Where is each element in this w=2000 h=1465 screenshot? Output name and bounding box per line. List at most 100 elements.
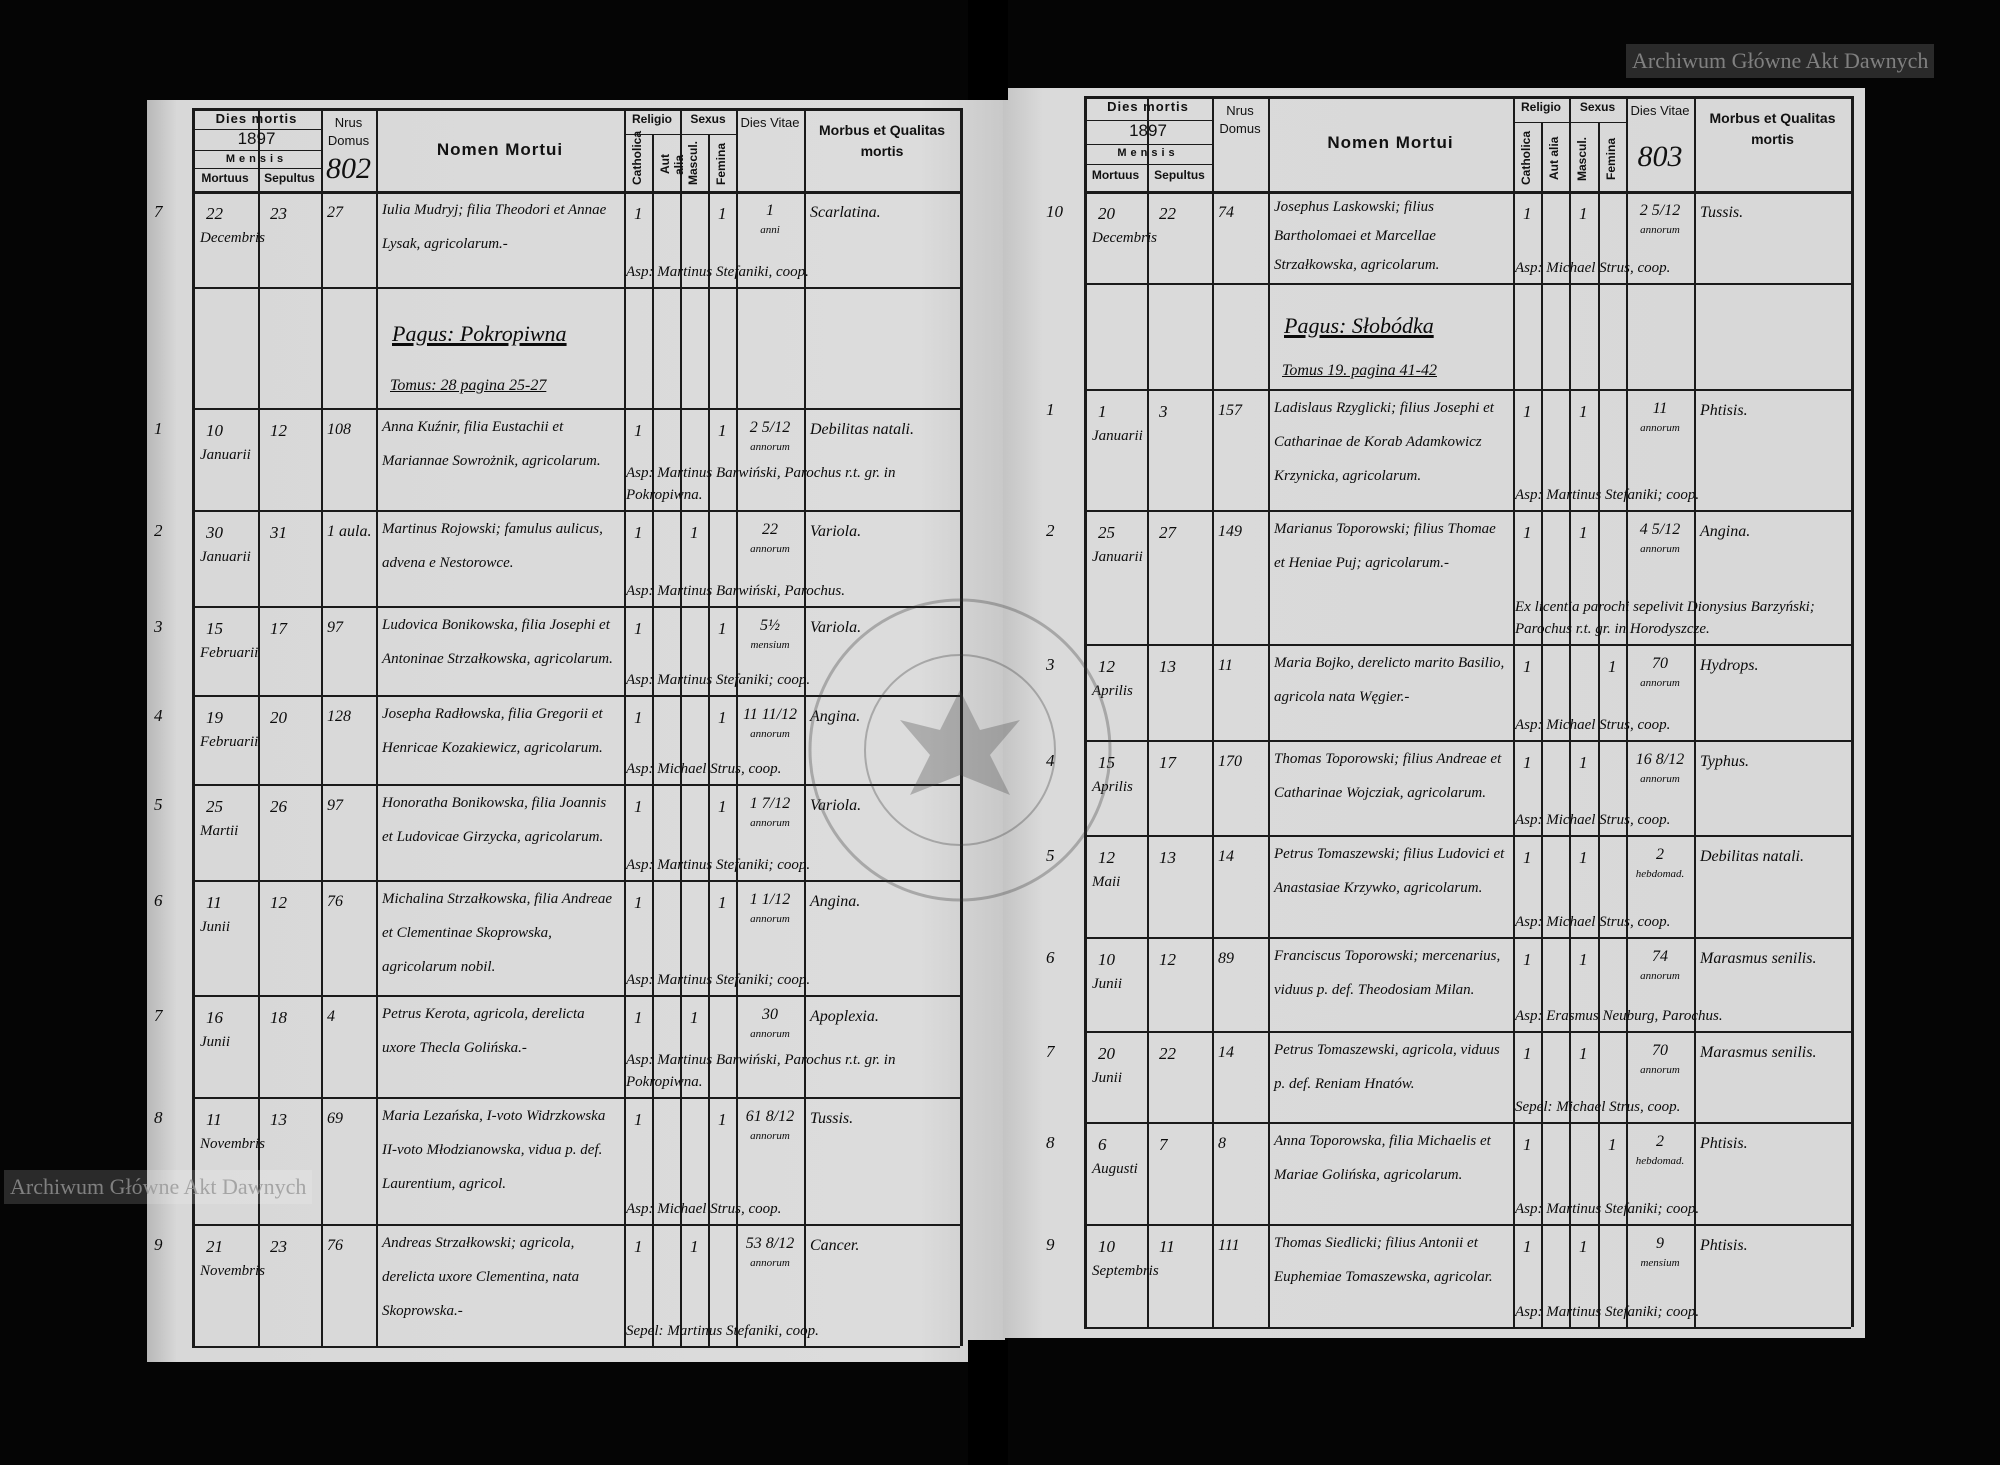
entry-age-unit: annorum: [1640, 677, 1680, 689]
entry-month: Maii: [1092, 874, 1121, 890]
left-column-line: [736, 108, 738, 1346]
entry-age-unit: annorum: [1640, 1064, 1680, 1076]
entry-age-unit: anni: [760, 224, 780, 236]
entry-sepultus-day: 12: [1159, 950, 1176, 969]
entry-row-number: 8: [1046, 1133, 1055, 1152]
left-row-line: [192, 510, 960, 512]
entry-domus: 128: [327, 708, 351, 725]
entry-sex-mark: 1: [690, 1008, 699, 1027]
right-row-line: [1084, 1031, 1851, 1033]
entry-morbus: Tussis.: [1700, 204, 1744, 221]
entry-note: Asp: Martinus Stefaniki; coop.: [1515, 1201, 1700, 1217]
left-row-line: [192, 1097, 960, 1099]
entry-domus: 14: [1218, 848, 1234, 865]
entry-mortuus-day: 15: [206, 619, 223, 638]
entry-note: Sepel: Martinus Stefaniki, coop.: [626, 1323, 819, 1339]
right-row-line: [1084, 835, 1851, 837]
entry-age: 2: [1656, 1133, 1664, 1150]
entry-note: Asp: Martinus Barwiński, Parochus.: [626, 583, 846, 599]
left-header-dies-vitae: Dies Vitae: [740, 115, 800, 130]
right-dies-mortis-line: [1084, 164, 1212, 166]
entry-name: Anna Kuźnir, filia Eustachii et Marianna…: [382, 419, 601, 469]
entry-month: Decembris: [1092, 230, 1157, 246]
right-header-aut_alia: Aut alia: [1547, 136, 1561, 181]
left-header-mortuus: Mortuus: [201, 170, 249, 185]
entry-sex-mark: 1: [718, 421, 727, 440]
entry-month: Junii: [200, 919, 230, 935]
entry-catholica-mark: 1: [634, 1237, 643, 1256]
entry-domus: 8: [1218, 1135, 1226, 1152]
entry-sepultus-day: 3: [1159, 402, 1168, 421]
right-header-catholica: Catholica: [1519, 130, 1533, 185]
right-header-nrus-domus: Nrus Domus: [1219, 103, 1261, 136]
entry-sepultus-day: 20: [270, 708, 287, 727]
entry-name: Josephus Laskowski; filius Bartholomaei …: [1274, 199, 1440, 273]
entry-catholica-mark: 1: [634, 523, 643, 542]
entry-note: Asp: Michael Strus, coop.: [626, 1201, 782, 1217]
right-header-mensis: Mensis: [1117, 147, 1179, 160]
entry-sepultus-day: 13: [1159, 848, 1176, 867]
right-row-line: [1084, 283, 1851, 285]
entry-morbus: Tussis.: [810, 1110, 854, 1127]
entry-sepultus-day: 12: [270, 893, 287, 912]
left-header-mensis: Mensis: [225, 152, 288, 165]
entry-age: 74: [1652, 948, 1668, 965]
left-row-line: [192, 408, 960, 410]
right-header-mascul: Mascul.: [1575, 136, 1589, 181]
entry-domus: 76: [327, 1237, 343, 1254]
right-row-line: [1084, 96, 1851, 99]
entry-age: 22: [762, 521, 778, 538]
entry-note: Asp: Michael Strus, coop.: [1515, 717, 1671, 733]
entry-month: Januarii: [200, 447, 251, 463]
entry-catholica-mark: 1: [634, 619, 643, 638]
entry-row-number: 7: [154, 202, 163, 221]
entry-domus: 14: [1218, 1044, 1234, 1061]
entry-morbus: Cancer.: [810, 1237, 860, 1254]
entry-month: Februarii: [200, 645, 259, 661]
entry-mortuus-day: 16: [206, 1008, 223, 1027]
right-header-femina: Femina: [1604, 137, 1618, 180]
left-header-aut_alia: Aut alia: [658, 154, 686, 175]
entry-month: Decembris: [200, 230, 265, 246]
entry-age: 16 8/12: [1635, 751, 1685, 768]
entry-row-number: 10: [1046, 202, 1063, 221]
entry-age-unit: mensium: [750, 639, 790, 651]
right-tomus-reference: Tomus 19. pagina 41-42: [1282, 361, 1437, 379]
left-dies-mortis-line: [192, 167, 321, 169]
left-column-line: [680, 108, 682, 1346]
right-column-line: [1268, 96, 1270, 1327]
entry-catholica-mark: 1: [1523, 1237, 1532, 1256]
entry-name: Franciscus Toporowski; mercenarius, vidu…: [1274, 948, 1501, 998]
entry-morbus: Variola.: [810, 797, 862, 814]
entry-sepultus-day: 13: [1159, 657, 1176, 676]
entry-mortuus-day: 10: [206, 421, 223, 440]
entry-sex-mark: 1: [1579, 523, 1588, 542]
entry-age-unit: annorum: [750, 728, 790, 740]
entry-sepultus-day: 7: [1159, 1135, 1168, 1154]
entry-row-number: 7: [154, 1006, 163, 1025]
entry-age-unit: annorum: [1640, 773, 1680, 785]
left-page-number: 802: [326, 152, 371, 185]
entry-age: 4 5/12: [1639, 521, 1681, 538]
entry-domus: 1 aula.: [327, 523, 372, 540]
entry-age: 1 7/12: [749, 795, 791, 812]
entry-row-number: 6: [1046, 948, 1055, 967]
entry-sepultus-day: 18: [270, 1008, 287, 1027]
right-row-line: [1084, 191, 1851, 194]
right-row-line: [1084, 740, 1851, 742]
entry-sepultus-day: 31: [270, 523, 287, 542]
right-row-line: [1084, 1327, 1851, 1329]
entry-mortuus-day: 20: [1098, 204, 1115, 223]
entry-sex-mark: 1: [1579, 1237, 1588, 1256]
entry-sex-mark: 1: [690, 523, 699, 542]
left-row-line: [192, 287, 960, 289]
entry-morbus: Variola.: [810, 619, 862, 636]
left-header-religio: Religio: [631, 112, 672, 126]
entry-domus: 27: [327, 204, 343, 221]
right-religio-sexus-line: [1513, 122, 1626, 123]
entry-morbus: Phtisis.: [1700, 402, 1748, 419]
entry-row-number: 9: [1046, 1235, 1055, 1254]
left-column-line: [321, 108, 323, 1346]
right-header-year: 1897: [1129, 120, 1167, 140]
entry-catholica-mark: 1: [634, 708, 643, 727]
